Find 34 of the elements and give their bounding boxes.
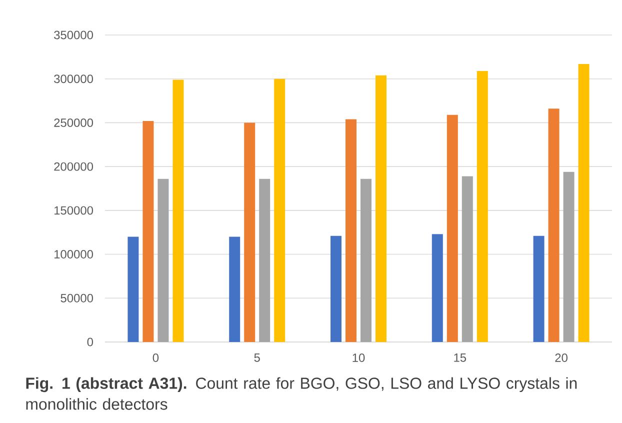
bar — [229, 236, 240, 342]
x-tick-label: 15 — [454, 354, 466, 362]
bar — [172, 80, 184, 342]
x-tick-label: 5 — [254, 354, 260, 362]
bar — [376, 75, 386, 342]
text: Fig. 1 (abstract A31). Count rate for BGO, GSO, LSO and LYSO crystals in monolithic detectors — [26, 377, 577, 410]
bar — [548, 108, 560, 342]
y-tick-label: 0 — [87, 338, 94, 346]
y-tick-label: 250000 — [54, 118, 94, 127]
bar — [259, 178, 270, 342]
bar — [446, 114, 458, 342]
y-tick-label: 100000 — [54, 250, 94, 259]
y-tick-label: 200000 — [54, 162, 94, 171]
bar — [142, 120, 154, 342]
y-tick-label: 50000 — [60, 294, 94, 302]
bar — [128, 236, 139, 342]
x-tick-label: 10 — [352, 354, 365, 362]
x-tick-label: 20 — [555, 354, 568, 362]
bar — [244, 122, 256, 342]
y-tick-label: 350000 — [54, 30, 94, 40]
bar — [462, 176, 473, 342]
y-tick-label: 300000 — [54, 74, 94, 84]
bar — [360, 178, 372, 342]
x-tick-label: 0 — [152, 354, 159, 362]
bar — [432, 234, 443, 342]
bar — [563, 172, 574, 342]
bar — [476, 70, 488, 342]
bar — [578, 64, 590, 342]
bar — [330, 236, 342, 342]
bar — [533, 236, 544, 342]
bar — [346, 119, 356, 342]
bar — [158, 178, 169, 342]
y-tick-label: 150000 — [54, 206, 94, 215]
bar — [274, 78, 286, 342]
